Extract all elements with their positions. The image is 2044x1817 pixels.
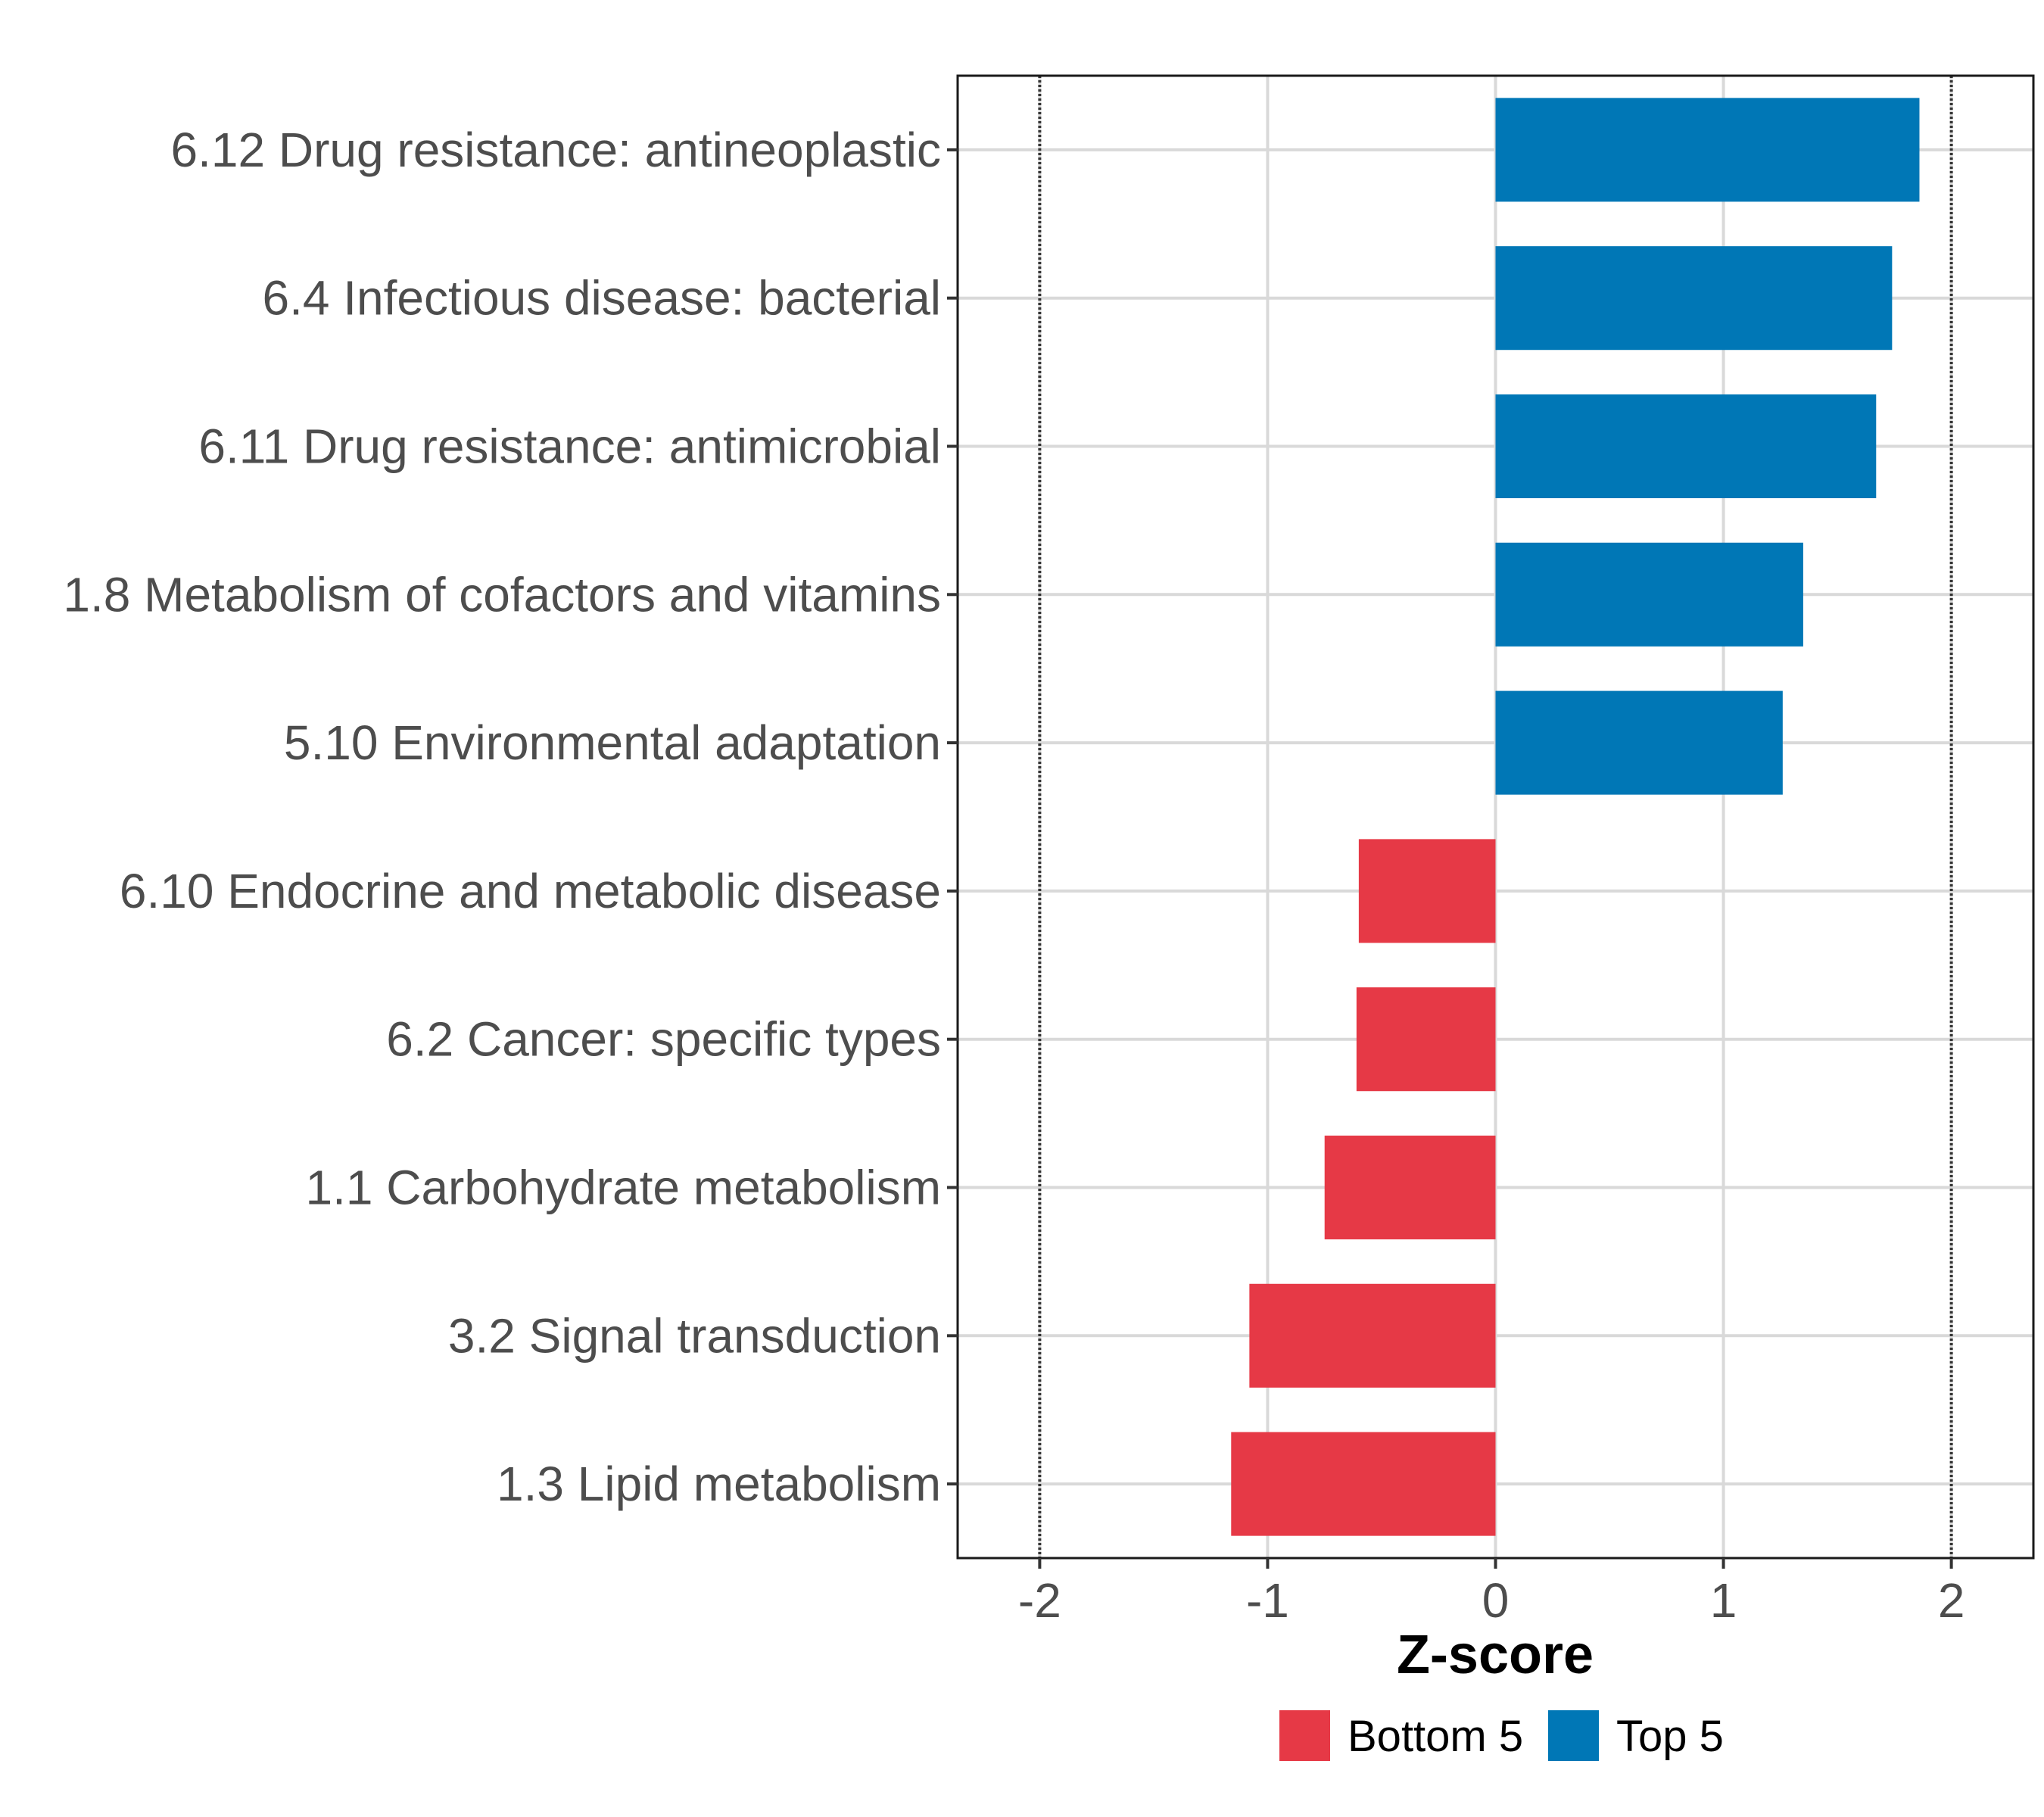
- reference-lines: [1038, 76, 1953, 1558]
- category-label: 6.11 Drug resistance: antimicrobial: [198, 419, 941, 474]
- bar: [1495, 690, 1783, 795]
- bar: [1231, 1432, 1496, 1536]
- legend-label: Bottom 5: [1348, 1712, 1523, 1761]
- bars: [1231, 98, 1920, 1536]
- bar: [1324, 1135, 1496, 1240]
- category-label: 1.3 Lipid metabolism: [497, 1457, 941, 1511]
- bar: [1356, 987, 1496, 1092]
- category-label: 6.10 Endocrine and metabolic disease: [120, 864, 941, 918]
- x-axis-title: Z-score: [1397, 1625, 1594, 1685]
- bar: [1495, 394, 1877, 499]
- x-axis: -2 -1 0 1 2: [1018, 1558, 1965, 1628]
- x-tick-label: -1: [1246, 1573, 1289, 1628]
- legend-key: [1548, 1710, 1599, 1761]
- category-label: 6.2 Cancer: specific types: [386, 1012, 941, 1067]
- x-tick-label: 0: [1482, 1573, 1510, 1628]
- bar: [1495, 246, 1893, 351]
- legend-key: [1279, 1710, 1330, 1761]
- bar: [1249, 1283, 1496, 1388]
- x-tick-label: -2: [1018, 1573, 1061, 1628]
- bar: [1495, 542, 1803, 647]
- bar: [1495, 98, 1920, 202]
- bar: [1358, 839, 1496, 943]
- category-label: 1.8 Metabolism of cofactors and vitamins: [63, 567, 941, 622]
- category-label: 3.2 Signal transduction: [448, 1308, 941, 1363]
- legend-label: Top 5: [1616, 1712, 1724, 1761]
- x-tick-label: 2: [1938, 1573, 1965, 1628]
- category-label: 6.4 Infectious disease: bacterial: [262, 271, 941, 326]
- category-label: 1.1 Carbohydrate metabolism: [305, 1161, 941, 1215]
- y-axis: 6.12 Drug resistance: antineoplastic 6.4 …: [63, 123, 958, 1511]
- category-label: 6.12 Drug resistance: antineoplastic: [171, 123, 941, 177]
- x-tick-label: 1: [1710, 1573, 1737, 1628]
- category-label: 5.10 Environmental adaptation: [284, 715, 941, 770]
- legend: Bottom 5 Top 5: [1279, 1710, 1724, 1761]
